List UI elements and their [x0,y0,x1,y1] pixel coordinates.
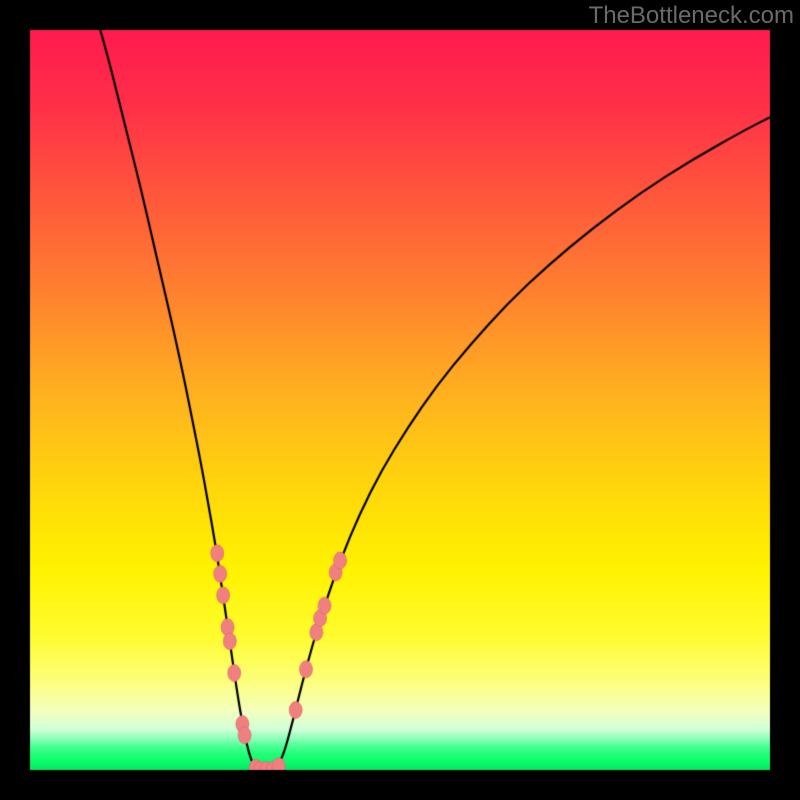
figure-root: TheBottleneck.com [0,0,800,800]
watermark-label: TheBottleneck.com [589,2,794,30]
bottleneck-curve-chart [0,0,800,800]
